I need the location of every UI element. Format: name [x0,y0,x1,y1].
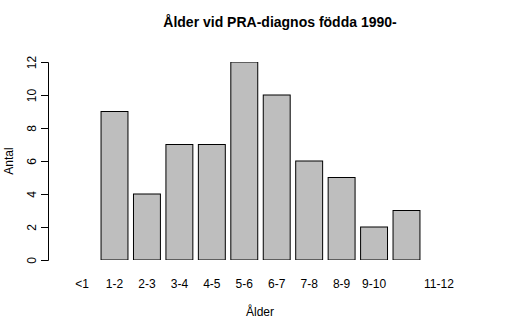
x-tick: 9-10 [362,277,386,291]
chart: 0 2 4 6 8 10 12 <1 1-2 2-3 3-4 4-5 5-6 6-7 7-8 8-9 9-10 1… [0,0,513,335]
x-tick: 11-12 [424,277,454,291]
x-tick-label: 6-7 [268,277,286,291]
y-tick-mark [41,95,48,96]
x-tick: <1 [75,277,89,291]
background [0,0,513,335]
y-tick-label: 8 [25,125,39,132]
y-tick-label: 0 [25,257,39,264]
y-tick: 0 [25,257,48,264]
x-tick: 3-4 [171,277,189,291]
bar [231,62,258,260]
y-tick: 6 [25,158,48,165]
x-tick: 6-7 [268,277,286,291]
y-tick-mark [41,260,48,261]
y-tick-mark [41,227,48,228]
y-axis-line [41,63,49,261]
bar [296,161,323,260]
x-tick: 1-2 [106,277,124,291]
y-tick: 12 [25,56,48,70]
x-tick: 8-9 [333,277,351,291]
x-tick: 5-6 [236,277,254,291]
bar [101,112,128,261]
y-tick-label: 4 [25,191,39,198]
y-tick-mark [41,194,48,195]
y-tick-label: 10 [25,89,39,103]
x-tick: 2-3 [138,277,156,291]
bars [101,62,420,260]
x-tick: 4-5 [203,277,221,291]
y-tick: 2 [25,224,48,231]
x-tick-label: 7-8 [300,277,318,291]
bar [263,95,290,260]
y-tick: 10 [25,89,48,103]
y-tick-mark [41,161,48,162]
y-axis: 0 2 4 6 8 10 12 [25,56,49,264]
x-tick-label: 3-4 [171,277,189,291]
x-tick-label: 11-12 [424,277,454,291]
x-tick-label: 4-5 [203,277,221,291]
y-tick: 4 [25,191,48,198]
x-tick-label: 1-2 [106,277,124,291]
bar [198,145,225,261]
bar [425,260,452,261]
x-axis: <1 1-2 2-3 3-4 4-5 5-6 6-7 7-8 8-9 9-10 11-12 [75,277,454,291]
bar [166,145,193,261]
y-tick-mark [41,128,48,129]
y-tick-mark [41,62,48,63]
y-tick-label: 12 [25,56,39,70]
y-axis-title: Antal [2,147,16,174]
x-tick-label: 2-3 [138,277,156,291]
x-axis-title: Ålder [246,304,274,319]
y-tick-label: 2 [25,224,39,231]
bar [69,260,96,261]
x-tick-label: 8-9 [333,277,351,291]
bar [133,194,160,260]
x-tick: 7-8 [300,277,318,291]
bar [328,178,355,261]
y-tick-label: 6 [25,158,39,165]
y-tick: 8 [25,125,48,132]
x-tick-label: 9-10 [362,277,386,291]
x-tick-label: <1 [75,277,89,291]
title: Ålder vid PRA-diagnos födda 1990- [163,14,397,30]
bar [361,227,388,260]
x-tick-label: 5-6 [236,277,254,291]
bar [393,211,420,261]
